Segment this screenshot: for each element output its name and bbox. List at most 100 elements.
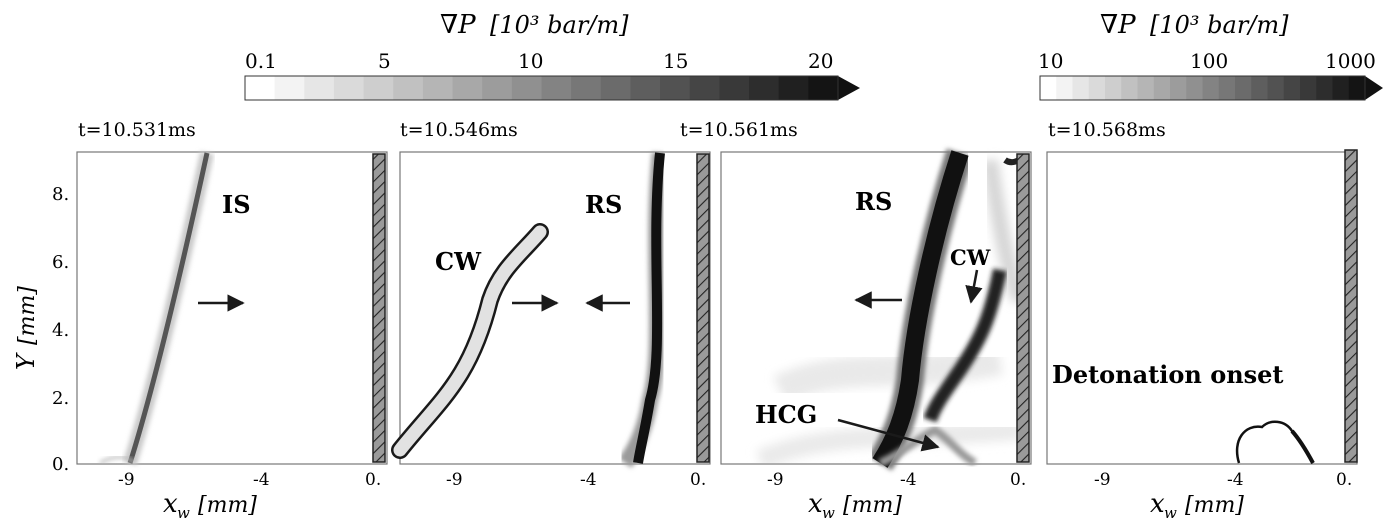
colorbar-step	[541, 76, 572, 100]
x-tick: -4	[253, 470, 270, 490]
colorbar-step	[1040, 76, 1057, 100]
colorbar-step	[1186, 76, 1203, 100]
wall-panel-4	[1344, 149, 1358, 463]
incident-shock	[127, 152, 210, 464]
y-tick: 0.	[52, 454, 69, 475]
x-axis-units: [mm]	[198, 493, 257, 518]
colorbar-left-tick: 0.1	[245, 49, 277, 73]
y-tick: 2.	[52, 388, 69, 409]
colorbar-step	[1316, 76, 1333, 100]
colorbar-step	[1251, 76, 1268, 100]
y-axis-label-units: [mm]	[15, 286, 40, 345]
colorbar-step	[1153, 76, 1171, 100]
colorbar-right-frame	[1039, 75, 1366, 101]
label-cw-p3: CW	[950, 245, 991, 270]
x-axis-symbol: x	[808, 489, 823, 519]
colorbar-step	[363, 76, 394, 100]
x-axis-label-1: x w [mm]	[163, 489, 257, 521]
x-axis-symbol: x	[163, 489, 178, 519]
y-axis-label: Y [mm]	[12, 286, 40, 370]
colorbar-step	[304, 76, 335, 100]
colorbar-step	[511, 76, 542, 100]
x-tick: -9	[1094, 470, 1111, 490]
label-rs-p3: RS	[855, 187, 892, 216]
x-tick: 0.	[1336, 470, 1352, 490]
label-cw: CW	[435, 247, 482, 276]
x-axis-label-3: x w [mm]	[808, 489, 902, 521]
colorbar-left-frame	[244, 75, 839, 101]
colorbar-step	[333, 76, 365, 100]
colorbar-left-tick: 20	[808, 49, 833, 73]
colorbar-step	[1218, 76, 1236, 100]
x-axis-sub: w	[177, 504, 190, 521]
colorbar-left-tick: 5	[378, 49, 391, 73]
colorbar-step	[1235, 76, 1252, 100]
colorbar-step	[808, 76, 839, 100]
colorbar-step	[482, 76, 513, 100]
colorbar-step	[1121, 76, 1138, 100]
colorbar-step	[1072, 76, 1090, 100]
colorbar-left-title-symbol: ∇P	[440, 10, 476, 40]
x-tick: -9	[118, 470, 135, 490]
wall-panel-1	[372, 153, 386, 463]
reflected-shock-p3	[872, 150, 969, 468]
panel-2-time: t=10.546ms	[400, 119, 518, 141]
colorbar-step	[778, 76, 809, 100]
panel-1-time: t=10.531ms	[78, 119, 196, 141]
x-axis-sub: w	[1164, 504, 1177, 521]
colorbar-right-arrow	[1365, 76, 1383, 100]
colorbar-right-tick: 10	[1038, 49, 1063, 73]
colorbar-step	[1056, 76, 1073, 100]
x-tick: 0.	[690, 470, 706, 490]
x-tick: -4	[1227, 470, 1244, 490]
colorbar-step	[1170, 76, 1187, 100]
colorbar-step	[660, 76, 691, 100]
colorbar-step	[1105, 76, 1122, 100]
y-axis-label-symbol: Y	[12, 352, 40, 370]
x-tick: 0.	[365, 470, 381, 490]
colorbar-step	[422, 76, 454, 100]
x-axis-units: [mm]	[843, 493, 902, 518]
colorbar-left-title-units: [10³ bar/m]	[490, 11, 629, 39]
panel-2: CW RS	[391, 151, 711, 468]
panel-3-frame	[720, 151, 1032, 465]
colorbar-step	[1088, 76, 1106, 100]
reflected-shock	[633, 152, 665, 464]
panel-3-time: t=10.561ms	[680, 119, 798, 141]
y-tick: 8.	[52, 184, 69, 205]
colorbar-step	[245, 76, 276, 100]
colorbar-left-arrow	[838, 76, 860, 100]
panel-1: IS	[76, 151, 388, 466]
panel-4: Detonation onset	[1046, 149, 1358, 465]
x-axis-sub: w	[822, 504, 835, 521]
arrow-hcg-panel-3	[837, 418, 940, 452]
label-is: IS	[222, 190, 251, 219]
x-tick: -4	[580, 470, 597, 490]
contact-wave-p3	[923, 268, 1007, 423]
label-detonation-onset: Detonation onset	[1052, 360, 1284, 389]
wall-panel-3	[1016, 153, 1030, 463]
colorbar-step	[1300, 76, 1317, 100]
colorbar-right-title-units: [10³ bar/m]	[1150, 11, 1289, 39]
colorbar-step	[1202, 76, 1220, 100]
label-rs: RS	[585, 190, 622, 219]
colorbar-right-title-symbol: ∇P	[1100, 10, 1136, 40]
colorbar-left: ∇P [10³ bar/m] 0.1 5 10 15 20	[244, 10, 860, 101]
x-axis-units: [mm]	[1185, 493, 1244, 518]
colorbar-step	[274, 76, 305, 100]
x-tick: -9	[446, 470, 463, 490]
colorbar-step	[1137, 76, 1155, 100]
colorbar-step	[630, 76, 661, 100]
colorbar-step	[452, 76, 483, 100]
label-hcg: HCG	[755, 400, 817, 429]
colorbar-step	[393, 76, 424, 100]
colorbar-left-tick: 10	[518, 49, 543, 73]
colorbar-left-tick: 15	[663, 49, 688, 73]
arrow-cw-panel-3	[965, 269, 983, 304]
colorbar-step	[719, 76, 750, 100]
x-axis-symbol: x	[1150, 489, 1165, 519]
colorbar-left-bar	[245, 76, 839, 100]
colorbar-step	[1332, 76, 1350, 100]
colorbar-step	[1283, 76, 1301, 100]
x-tick: -9	[767, 470, 784, 490]
